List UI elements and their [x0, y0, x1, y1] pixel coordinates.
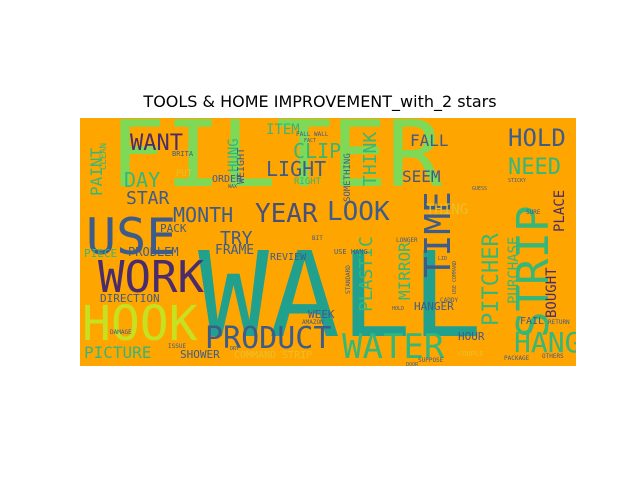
- cloud-word: STAR: [126, 188, 170, 209]
- cloud-word: USE HANG: [334, 248, 368, 256]
- cloud-word: USE COMMAND: [452, 261, 458, 294]
- cloud-word: RETURN: [548, 319, 570, 326]
- cloud-word: SHOWER: [180, 348, 220, 361]
- cloud-word: DOOR: [406, 362, 419, 366]
- cloud-word: DAY: [124, 168, 160, 192]
- cloud-word: SOMETHING: [343, 153, 353, 202]
- cloud-word: PACKAGE: [504, 355, 530, 362]
- cloud-word: ITEM: [266, 122, 300, 138]
- cloud-word: PACK: [160, 222, 187, 235]
- cloud-word: NEED: [508, 155, 561, 180]
- cloud-word: REVIEW: [270, 252, 307, 263]
- chart-title: TOOLS & HOME IMPROVEMENT_with_2 stars: [143, 92, 497, 111]
- cloud-word: HOLD: [392, 306, 404, 312]
- cloud-word: PURCHASE: [506, 237, 522, 304]
- cloud-word: FILTER: [110, 118, 443, 208]
- cloud-word: DAMAGE: [110, 329, 132, 336]
- cloud-word: PIECE: [84, 247, 117, 260]
- cloud-word: LIGHT: [266, 157, 326, 181]
- cloud-word: MIRROR: [395, 242, 414, 300]
- cloud-word: BRITA: [172, 150, 194, 158]
- cloud-word: LID: [438, 256, 447, 262]
- cloud-word: HOUR: [458, 330, 485, 343]
- cloud-word: PUT: [176, 169, 193, 179]
- cloud-word: HUNG: [226, 138, 242, 172]
- cloud-word: OTHERS: [542, 353, 564, 360]
- cloud-word: STANDARD: [345, 265, 352, 294]
- cloud-word: FACT: [304, 138, 316, 144]
- cloud-word: WALL: [198, 226, 482, 364]
- cloud-word: STICKY: [508, 178, 526, 184]
- cloud-word: COUPLE: [458, 350, 483, 358]
- cloud-word: TRY: [220, 228, 253, 249]
- cloud-word: CLEAN: [99, 143, 109, 170]
- cloud-word: SURE: [526, 209, 541, 216]
- cloud-word: FAIL: [520, 316, 544, 327]
- word-cloud-background: [80, 118, 576, 366]
- cloud-word: WEIGHT: [236, 148, 247, 184]
- cloud-word: MONTH: [173, 203, 233, 227]
- cloud-word: WORK: [98, 252, 204, 303]
- cloud-word: PLASTIC: [356, 236, 377, 312]
- cloud-word: LOOK: [327, 197, 390, 227]
- cloud-word: GUESS: [472, 186, 487, 192]
- cloud-word: YEAR: [255, 199, 318, 229]
- cloud-word: PAINT: [87, 147, 106, 196]
- cloud-word: AMAZON: [302, 319, 324, 326]
- cloud-word: ISSUE: [168, 343, 186, 350]
- word-cloud: FILTER WALL HOOK WORK USE STRIP WATER HANG PRODU…: [80, 118, 576, 366]
- cloud-word: STRIP: [508, 206, 559, 338]
- cloud-word: WAX: [228, 184, 237, 190]
- cloud-word: SUPPOSE: [418, 357, 444, 364]
- cloud-word: BIT: [312, 235, 323, 242]
- cloud-word: THINK: [360, 132, 381, 186]
- cloud-word: HOOK: [82, 296, 198, 352]
- cloud-word: PITCHER: [479, 233, 504, 326]
- cloud-word: USE: [86, 208, 176, 266]
- cloud-word: COMMAND STRIP: [234, 350, 312, 361]
- cloud-word: PICTURE: [84, 343, 151, 362]
- cloud-word: HANG: [514, 326, 576, 359]
- cloud-word: FALL WALL: [296, 131, 329, 138]
- cloud-word: FALL: [410, 131, 449, 150]
- cloud-word: BOUGHT: [544, 267, 560, 318]
- cloud-word: PRODUCT: [205, 321, 331, 356]
- cloud-word: DIRECTION: [100, 292, 160, 305]
- cloud-word: DRY: [230, 346, 239, 352]
- cloud-word: PLACE: [552, 190, 568, 232]
- cloud-word: LONGER: [396, 237, 418, 244]
- cloud-word: HOLD: [508, 124, 566, 152]
- cloud-word: WANT: [130, 131, 183, 156]
- cloud-word: PROBLEM: [128, 245, 179, 259]
- cloud-word: TIME: [418, 191, 459, 278]
- cloud-word: ORDER: [212, 174, 243, 185]
- cloud-word: THING: [426, 202, 468, 218]
- cloud-word: HANGER: [414, 300, 454, 313]
- cloud-word: CADDY: [440, 297, 458, 304]
- cloud-word: WEEK: [308, 308, 335, 321]
- cloud-word: SEEM: [402, 167, 441, 186]
- cloud-word: WATER: [342, 327, 445, 366]
- cloud-word: FRAME: [215, 243, 254, 258]
- cloud-word: CLIP: [293, 139, 341, 163]
- cloud-word: RIGHT: [294, 177, 322, 187]
